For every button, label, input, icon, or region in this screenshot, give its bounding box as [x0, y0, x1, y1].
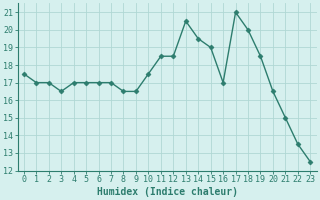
X-axis label: Humidex (Indice chaleur): Humidex (Indice chaleur): [97, 186, 237, 197]
